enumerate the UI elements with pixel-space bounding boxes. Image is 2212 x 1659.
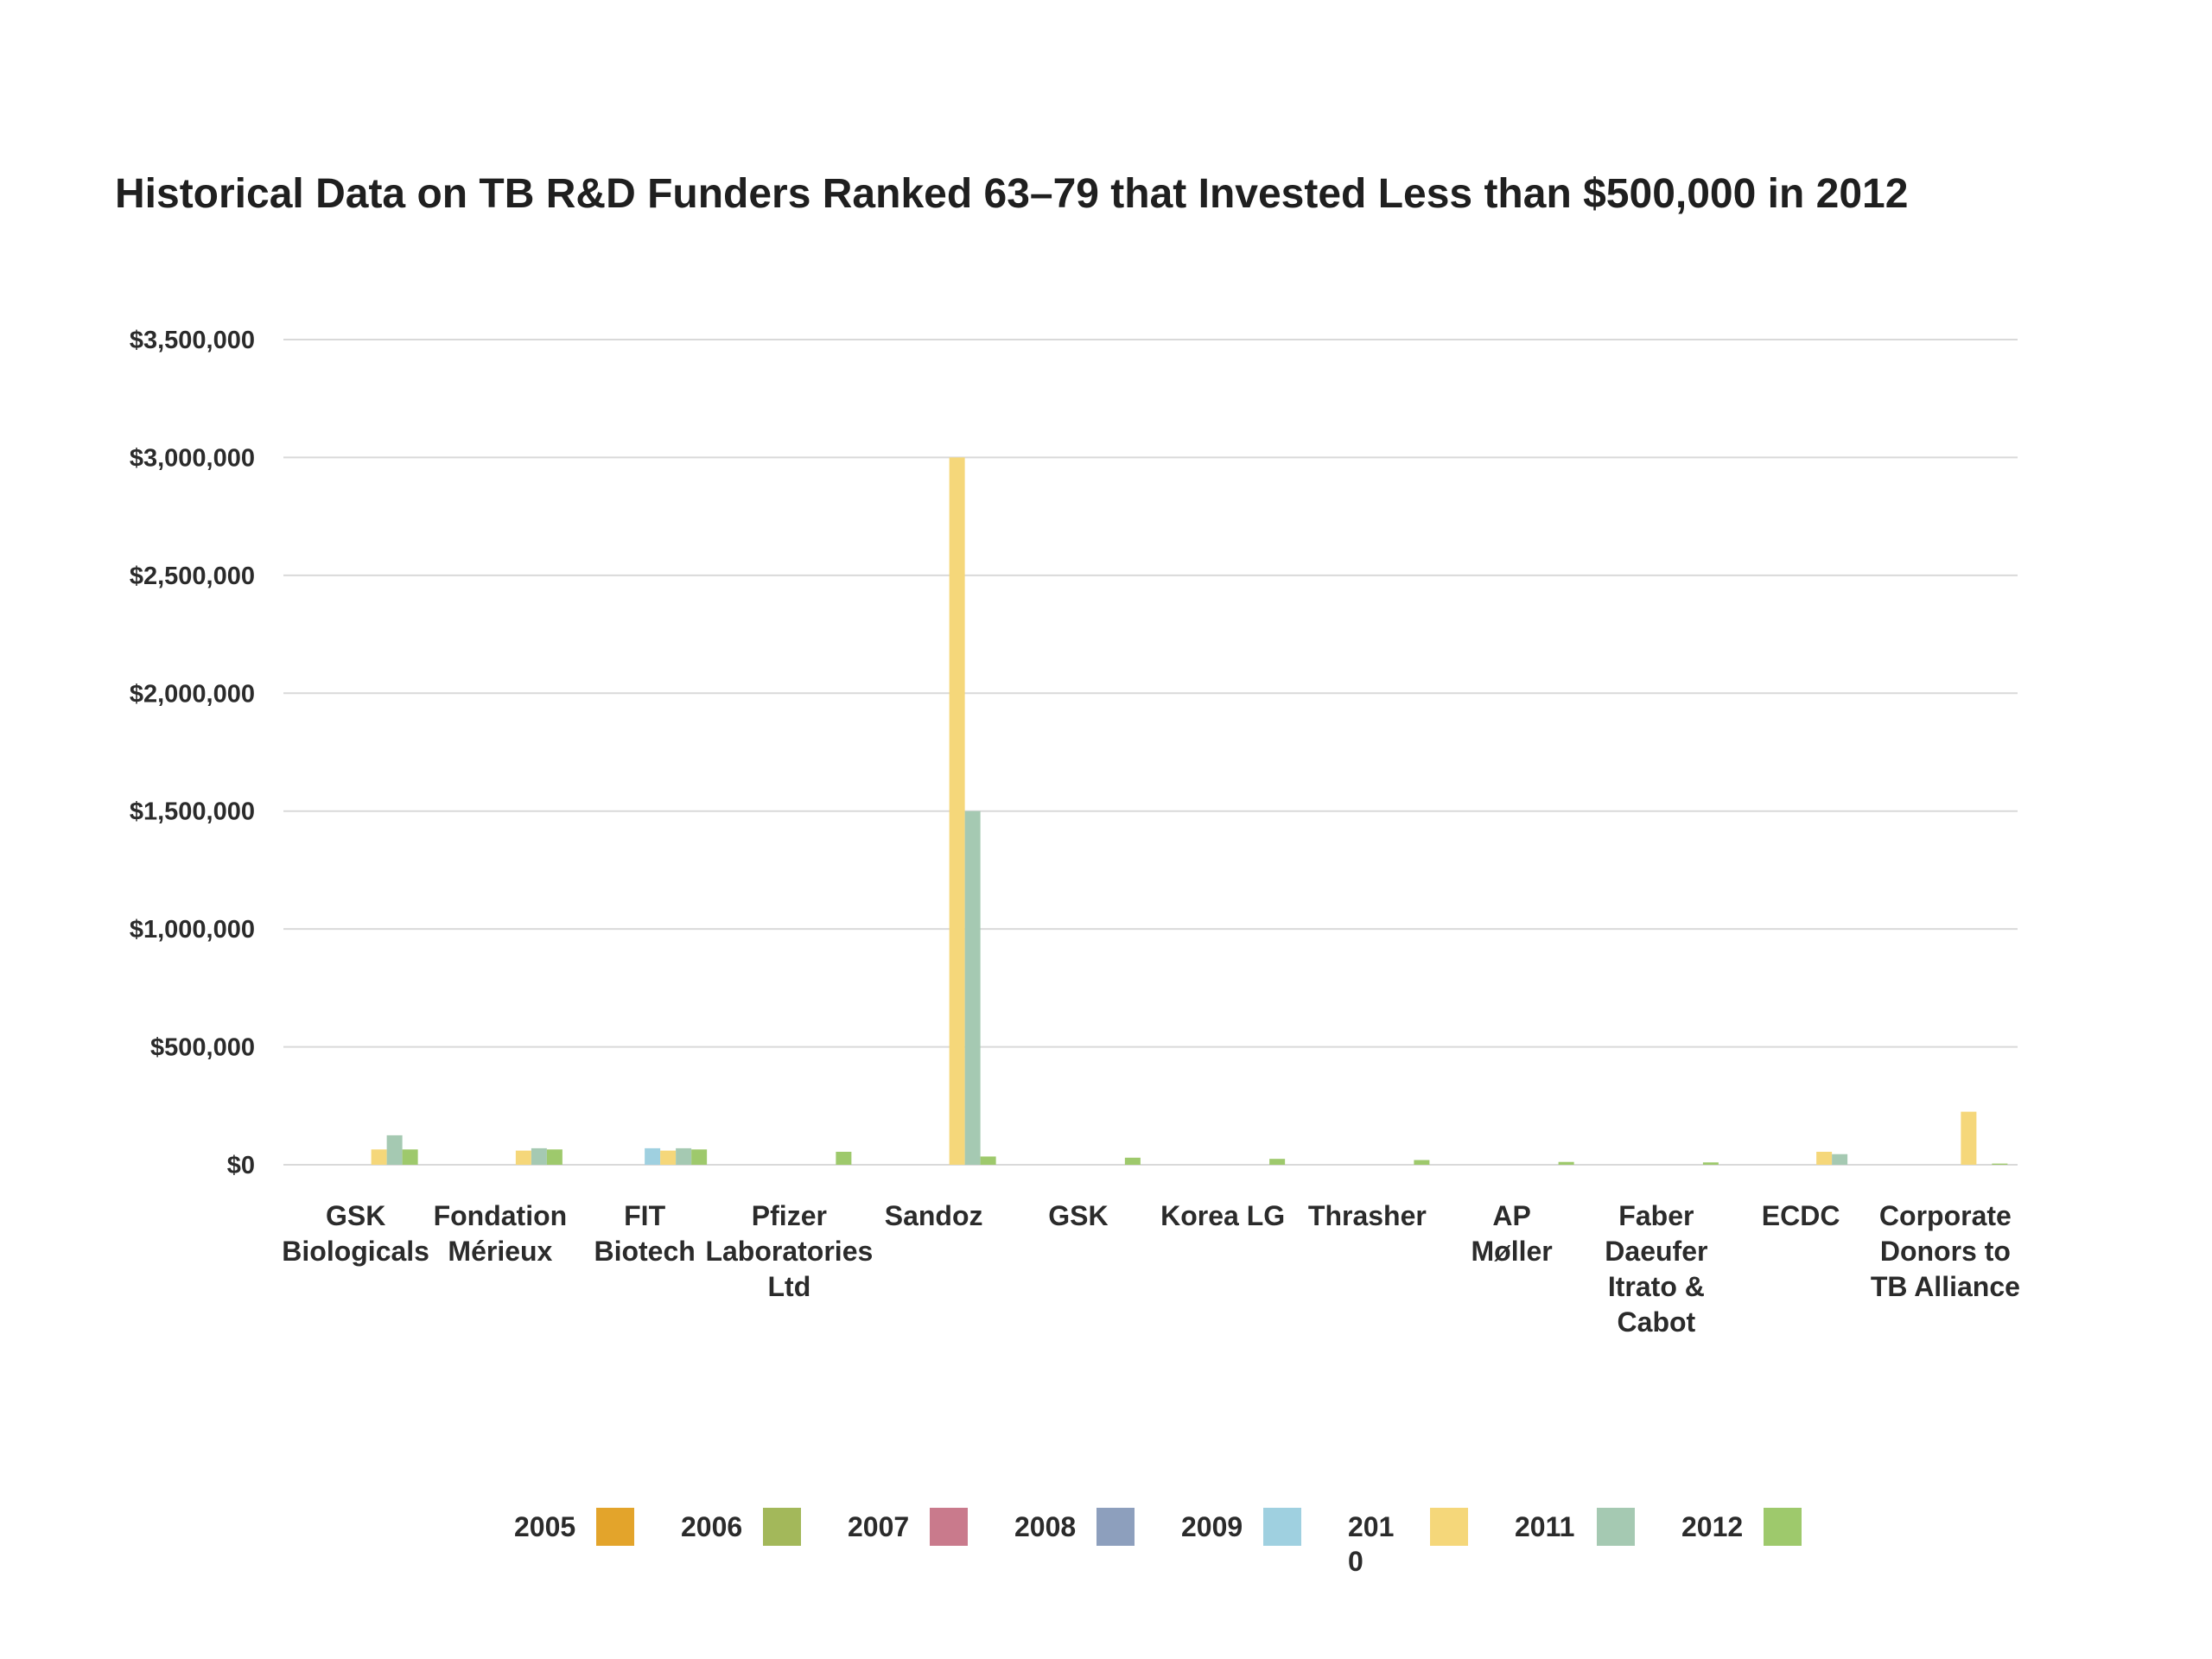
y-axis-tick-labels: $0 $500,000 $1,000,000 $1,500,000 $2,000,000… <box>130 327 255 1179</box>
bar-2012 <box>1702 1162 1719 1165</box>
x-category-label: Korea LG <box>1160 1200 1285 1231</box>
x-category-label: Sandoz <box>885 1200 983 1231</box>
legend-label: 201 0 <box>1348 1511 1394 1577</box>
legend: 2005 2006 2007 2008 2009 201 0 2011 2012 <box>514 1508 1802 1577</box>
legend-swatch <box>763 1508 801 1546</box>
bar-2011 <box>676 1147 692 1165</box>
y-tick-label: $2,000,000 <box>130 680 255 708</box>
bar-2010 <box>1961 1111 1977 1165</box>
y-tick-label: $3,500,000 <box>130 327 255 354</box>
legend-label: 2011 <box>1515 1511 1574 1542</box>
legend-swatch <box>930 1508 968 1546</box>
bar-2010 <box>371 1149 387 1165</box>
bar-2012 <box>546 1149 563 1165</box>
y-tick-label: $1,500,000 <box>130 798 255 826</box>
bars <box>371 457 2008 1165</box>
legend-swatch <box>1764 1508 1802 1546</box>
bar-2011 <box>531 1147 547 1165</box>
bar-2011 <box>964 810 981 1165</box>
bar-2012 <box>980 1156 996 1165</box>
y-tick-label: $0 <box>227 1152 255 1179</box>
x-category-label: Faber Daeufer Itrato & Cabot <box>1605 1200 1707 1338</box>
bar-2012 <box>1414 1160 1430 1165</box>
y-tick-label: $1,000,000 <box>130 916 255 944</box>
bar-2009 <box>645 1147 661 1165</box>
x-category-label: Pfizer Laboratories Ltd <box>705 1200 873 1302</box>
bar-2012 <box>691 1149 708 1165</box>
bar-2010 <box>660 1150 677 1165</box>
x-category-label: ECDC <box>1762 1200 1840 1231</box>
bar-2012 <box>1558 1161 1574 1165</box>
bar-2012 <box>1992 1163 2008 1165</box>
chart-title: Historical Data on TB R&D Funders Ranked… <box>115 171 1908 217</box>
bar-2010 <box>515 1150 531 1165</box>
legend-swatch <box>1096 1508 1135 1546</box>
bar-2012 <box>1269 1159 1286 1165</box>
bar-2010 <box>949 457 965 1165</box>
legend-swatch <box>1263 1508 1301 1546</box>
x-category-label: Thrasher <box>1308 1200 1427 1231</box>
x-category-label: FIT Biotech <box>594 1200 695 1267</box>
x-category-label: AP Møller <box>1471 1200 1553 1267</box>
bar-2010 <box>1816 1151 1833 1165</box>
y-tick-label: $500,000 <box>150 1034 255 1062</box>
x-category-label: Corporate Donors to TB Alliance <box>1871 1200 2020 1302</box>
legend-swatch <box>1597 1508 1635 1546</box>
legend-label: 2007 <box>848 1511 909 1542</box>
bar-2012 <box>402 1149 418 1165</box>
y-tick-label: $3,000,000 <box>130 444 255 472</box>
legend-label: 2005 <box>514 1511 575 1542</box>
bar-2012 <box>1124 1157 1141 1165</box>
legend-label: 2009 <box>1181 1511 1243 1542</box>
y-tick-label: $2,500,000 <box>130 563 255 590</box>
legend-swatch <box>1430 1508 1468 1546</box>
x-category-label: GSK Biologicals <box>282 1200 429 1267</box>
legend-label: 2006 <box>681 1511 742 1542</box>
legend-label: 2008 <box>1014 1511 1076 1542</box>
legend-swatch <box>596 1508 634 1546</box>
x-category-label: Fondation Mérieux <box>434 1200 568 1267</box>
legend-label: 2012 <box>1681 1511 1743 1542</box>
bar-2011 <box>386 1135 403 1165</box>
x-category-label: GSK <box>1048 1200 1108 1231</box>
gridlines <box>283 339 2018 1166</box>
bar-2011 <box>1832 1154 1848 1165</box>
bar-2012 <box>836 1151 852 1165</box>
